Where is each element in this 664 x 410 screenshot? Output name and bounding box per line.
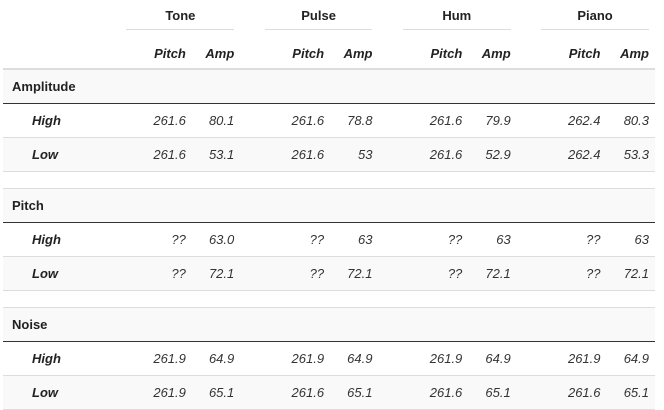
pitch-cell: 261.6 bbox=[120, 103, 192, 138]
pitch-cell: ?? bbox=[396, 222, 469, 257]
pitch-cell: 261.9 bbox=[258, 341, 331, 376]
row-label: High bbox=[3, 103, 103, 138]
group-label: Hum bbox=[402, 8, 511, 30]
col-header-pitch: Pitch bbox=[568, 45, 601, 61]
amp-cell: 65.1 bbox=[606, 375, 655, 410]
group-label: Pulse bbox=[264, 8, 373, 30]
group-header-row: Tone Pulse Hum Piano bbox=[3, 0, 655, 38]
amp-cell: 52.9 bbox=[468, 137, 517, 172]
pitch-cell: 261.6 bbox=[258, 375, 331, 410]
group-header-hum: Hum bbox=[397, 0, 517, 38]
pitch-cell: 261.6 bbox=[258, 137, 331, 172]
col-header-pitch: Pitch bbox=[430, 45, 463, 61]
amp-cell: 80.1 bbox=[191, 103, 241, 138]
amp-cell: 63 bbox=[468, 222, 517, 257]
amp-cell: 63 bbox=[330, 222, 379, 257]
col-header-amp: Amp bbox=[481, 45, 511, 61]
amp-cell: 72.1 bbox=[468, 256, 517, 291]
section-header-row: Amplitude bbox=[3, 69, 655, 104]
pitch-cell: 261.6 bbox=[535, 375, 607, 410]
section-title: Pitch bbox=[3, 188, 655, 223]
pitch-cell: 261.9 bbox=[120, 341, 192, 376]
col-header-amp: Amp bbox=[343, 45, 373, 61]
amp-cell: 53 bbox=[330, 137, 379, 172]
table-row: Low?? 72.1?? 72.1?? 72.1?? 72.1 bbox=[3, 256, 655, 291]
pitch-cell: ?? bbox=[258, 256, 331, 291]
pitch-cell: 261.6 bbox=[120, 137, 192, 172]
row-label: Low bbox=[3, 256, 103, 291]
pitch-cell: ?? bbox=[258, 222, 331, 257]
amp-cell: 64.9 bbox=[606, 341, 655, 376]
section-header-row: Noise bbox=[3, 307, 655, 342]
col-header-amp: Amp bbox=[205, 45, 235, 61]
pitch-cell: ?? bbox=[535, 222, 607, 257]
amp-cell: 65.1 bbox=[468, 375, 517, 410]
row-label: High bbox=[3, 222, 103, 257]
amp-cell: 78.8 bbox=[330, 103, 379, 138]
pitch-cell: 261.9 bbox=[120, 375, 192, 410]
row-label: Low bbox=[3, 137, 103, 172]
amp-cell: 63.0 bbox=[191, 222, 241, 257]
pitch-cell: 262.4 bbox=[535, 137, 607, 172]
section-title: Amplitude bbox=[3, 69, 655, 104]
col-header-pitch: Pitch bbox=[292, 45, 325, 61]
table-header: Tone Pulse Hum Piano Pitch Amp Pitch Amp… bbox=[3, 0, 655, 69]
group-label: Tone bbox=[126, 8, 235, 30]
amp-cell: 72.1 bbox=[330, 256, 379, 291]
amp-cell: 65.1 bbox=[191, 375, 241, 410]
amp-cell: 63 bbox=[606, 222, 655, 257]
table-row: High 261.9 64.9 261.9 64.9 261.9 64.9 261.9 64.9 bbox=[3, 341, 655, 376]
amp-cell: 64.9 bbox=[191, 341, 241, 376]
pitch-cell: ?? bbox=[120, 256, 192, 291]
table-body: Amplitude High 261.6 80.1 261.6 78.8 261.6 79.9… bbox=[3, 69, 655, 410]
amp-cell: 79.9 bbox=[468, 103, 517, 138]
amp-cell: 53.1 bbox=[191, 137, 241, 172]
col-header-amp: Amp bbox=[620, 45, 649, 61]
amp-cell: 53.3 bbox=[606, 137, 655, 172]
amp-cell: 65.1 bbox=[330, 375, 379, 410]
group-label: Piano bbox=[541, 8, 649, 30]
amp-cell: 80.3 bbox=[606, 103, 655, 138]
pitch-cell: ?? bbox=[535, 256, 607, 291]
pitch-cell: ?? bbox=[120, 222, 192, 257]
section-spacer bbox=[3, 171, 655, 189]
pitch-cell: 261.9 bbox=[396, 341, 469, 376]
group-header-tone: Tone bbox=[120, 0, 240, 38]
pitch-cell: 261.6 bbox=[396, 103, 469, 138]
group-header-pulse: Pulse bbox=[259, 0, 379, 38]
pitch-cell: 261.6 bbox=[396, 137, 469, 172]
table-row: High 261.6 80.1 261.6 78.8 261.6 79.9 262.4 80.3 bbox=[3, 103, 655, 138]
row-label: High bbox=[3, 341, 103, 376]
table-row: Low 261.9 65.1 261.6 65.1 261.6 65.1 261.6 65.1 bbox=[3, 375, 655, 410]
amp-cell: 64.9 bbox=[468, 341, 517, 376]
section-title: Noise bbox=[3, 307, 655, 342]
section-spacer bbox=[3, 290, 655, 308]
pitch-cell: 261.6 bbox=[396, 375, 469, 410]
corner-cell bbox=[3, 0, 102, 38]
column-header-row: Pitch Amp Pitch Amp Pitch Amp Pitch Amp bbox=[3, 38, 655, 69]
table-row: Low 261.6 53.1 261.6 53 261.6 52.9 262.4 53.3 bbox=[3, 137, 655, 172]
row-label: Low bbox=[3, 375, 103, 410]
results-table: Tone Pulse Hum Piano Pitch Amp Pitch Amp… bbox=[3, 0, 655, 410]
pitch-cell: 261.6 bbox=[258, 103, 331, 138]
table-row: High?? 63.0?? 63?? 63?? 63 bbox=[3, 222, 655, 257]
amp-cell: 72.1 bbox=[191, 256, 241, 291]
pitch-cell: 261.9 bbox=[535, 341, 607, 376]
pitch-cell: 262.4 bbox=[535, 103, 607, 138]
amp-cell: 72.1 bbox=[606, 256, 655, 291]
pitch-cell: ?? bbox=[396, 256, 469, 291]
group-header-piano: Piano bbox=[535, 0, 655, 38]
section-header-row: Pitch bbox=[3, 188, 655, 223]
col-header-pitch: Pitch bbox=[154, 45, 186, 61]
amp-cell: 64.9 bbox=[330, 341, 379, 376]
